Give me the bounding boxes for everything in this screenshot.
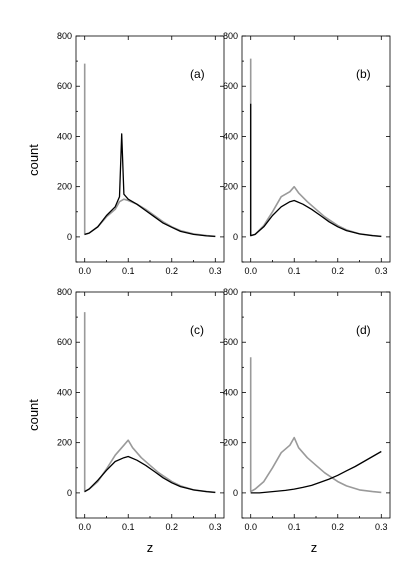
panel-b-xtick-label-2: 0.2 <box>332 266 345 276</box>
panel-c-ytick-label-3: 600 <box>57 337 72 347</box>
x-axis-title-right: z <box>311 540 318 555</box>
panel-c-series-2-line <box>84 455 216 494</box>
panel-c-xtick-label-3: 0.3 <box>209 522 222 532</box>
panel-a-series-2-line <box>84 133 216 238</box>
panel-a-series-1-line <box>83 63 216 238</box>
panel-b-ytick-label-2: 400 <box>223 131 238 141</box>
panel-c-xtick-label-1: 0.1 <box>122 522 135 532</box>
panel-b-ytick-label-3: 600 <box>223 81 238 91</box>
panel-b-ytick-label-1: 200 <box>223 182 238 192</box>
panel-d-ytick-label-1: 200 <box>223 438 238 448</box>
panel-a-xtick-label-2: 0.2 <box>166 266 179 276</box>
panel-a-xtick-label-3: 0.3 <box>209 266 222 276</box>
panel-c-xtick-label-2: 0.2 <box>166 522 179 532</box>
panel-c-ytick-label-0: 0 <box>67 488 72 498</box>
panel-c-ytick-label-2: 400 <box>57 387 72 397</box>
y-axis-title-bottom: count <box>26 399 41 431</box>
panel-b-xtick-label-1: 0.1 <box>288 266 301 276</box>
panel-c-series-1-line <box>83 312 216 494</box>
panel-d-ytick-label-3: 600 <box>223 337 238 347</box>
panel-d-ytick-label-4: 800 <box>223 287 238 297</box>
panel-a-ytick-label-4: 800 <box>57 31 72 41</box>
panel-a-label: (a) <box>190 67 205 81</box>
panel-b-xtick-label-0: 0.0 <box>244 266 257 276</box>
panel-c-ytick-label-1: 200 <box>57 438 72 448</box>
panel-d-ytick-label-0: 0 <box>233 488 238 498</box>
panel-d-ytick-label-2: 400 <box>223 387 238 397</box>
y-axis-title-top: count <box>26 144 41 176</box>
panel-d-series-2-line <box>250 450 382 494</box>
panel-d-label: (d) <box>356 323 371 337</box>
panel-b-ytick-label-0: 0 <box>233 232 238 242</box>
panel-b-ytick-label-4: 800 <box>223 31 238 41</box>
panel-a-xtick-label-1: 0.1 <box>122 266 135 276</box>
panel-b-series-2-line <box>250 103 382 238</box>
panel-d-xtick-label-3: 0.3 <box>375 522 388 532</box>
panel-c-label: (c) <box>190 323 204 337</box>
panel-c-ytick-label-4: 800 <box>57 287 72 297</box>
panel-d-xtick-label-1: 0.1 <box>288 522 301 532</box>
panel-b-label: (b) <box>356 67 371 81</box>
panel-a-xtick-label-0: 0.0 <box>78 266 91 276</box>
panel-c-xtick-label-0: 0.0 <box>78 522 91 532</box>
panel-a-ytick-label-2: 400 <box>57 131 72 141</box>
panel-a-ytick-label-0: 0 <box>67 232 72 242</box>
panel-b-xtick-label-3: 0.3 <box>375 266 388 276</box>
panel-a-ytick-label-3: 600 <box>57 81 72 91</box>
panel-a-ytick-label-1: 200 <box>57 182 72 192</box>
panel-d-xtick-label-0: 0.0 <box>244 522 257 532</box>
panel-d-xtick-label-2: 0.2 <box>332 522 345 532</box>
panel-d-series-1-line <box>249 357 382 494</box>
panel-b-series-1-line <box>249 58 382 238</box>
x-axis-title-left: z <box>147 540 154 555</box>
